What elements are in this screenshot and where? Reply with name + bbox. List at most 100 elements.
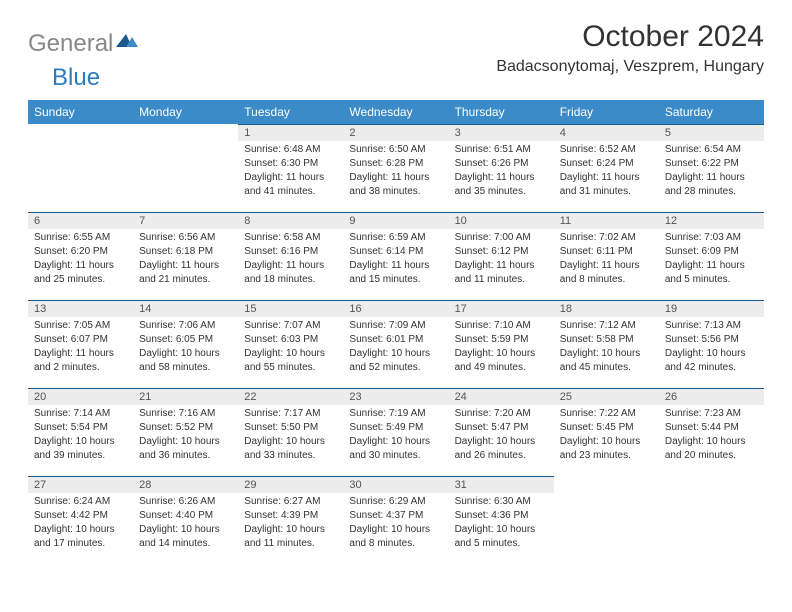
day-content: Sunrise: 7:02 AMSunset: 6:11 PMDaylight:… — [554, 229, 659, 289]
logo-triangle-icon — [116, 31, 138, 52]
sunrise-text: Sunrise: 7:05 AM — [34, 319, 127, 333]
weekday-header: Sunday — [28, 100, 133, 124]
daylight-text: Daylight: 11 hours — [34, 259, 127, 273]
day-number: 15 — [238, 300, 343, 317]
day-content: Sunrise: 7:07 AMSunset: 6:03 PMDaylight:… — [238, 317, 343, 377]
sunrise-text: Sunrise: 7:12 AM — [560, 319, 653, 333]
calendar-day-cell: 22Sunrise: 7:17 AMSunset: 5:50 PMDayligh… — [238, 388, 343, 476]
day-content: Sunrise: 7:13 AMSunset: 5:56 PMDaylight:… — [659, 317, 764, 377]
daylight-text: Daylight: 10 hours — [244, 523, 337, 537]
sunrise-text: Sunrise: 6:29 AM — [349, 495, 442, 509]
calendar-header-row: Sunday Monday Tuesday Wednesday Thursday… — [28, 100, 764, 124]
sunset-text: Sunset: 5:54 PM — [34, 421, 127, 435]
daylight-text-2: and 2 minutes. — [34, 361, 127, 375]
day-content: Sunrise: 6:59 AMSunset: 6:14 PMDaylight:… — [343, 229, 448, 289]
daylight-text: Daylight: 10 hours — [455, 523, 548, 537]
day-number: 25 — [554, 388, 659, 405]
daylight-text: Daylight: 11 hours — [34, 347, 127, 361]
weekday-header: Tuesday — [238, 100, 343, 124]
sunset-text: Sunset: 5:59 PM — [455, 333, 548, 347]
daylight-text: Daylight: 11 hours — [560, 259, 653, 273]
sunrise-text: Sunrise: 6:50 AM — [349, 143, 442, 157]
day-number: 13 — [28, 300, 133, 317]
daylight-text-2: and 26 minutes. — [455, 449, 548, 463]
daylight-text: Daylight: 11 hours — [244, 259, 337, 273]
sunrise-text: Sunrise: 7:07 AM — [244, 319, 337, 333]
day-content: Sunrise: 6:29 AMSunset: 4:37 PMDaylight:… — [343, 493, 448, 553]
daylight-text-2: and 25 minutes. — [34, 273, 127, 287]
day-number: 17 — [449, 300, 554, 317]
day-content: Sunrise: 7:03 AMSunset: 6:09 PMDaylight:… — [659, 229, 764, 289]
calendar-day-cell: 25Sunrise: 7:22 AMSunset: 5:45 PMDayligh… — [554, 388, 659, 476]
calendar-page: General October 2024 Badacsonytomaj, Ves… — [0, 0, 792, 584]
day-content: Sunrise: 7:16 AMSunset: 5:52 PMDaylight:… — [133, 405, 238, 465]
sunrise-text: Sunrise: 7:02 AM — [560, 231, 653, 245]
daylight-text: Daylight: 10 hours — [560, 435, 653, 449]
calendar-body: 1Sunrise: 6:48 AMSunset: 6:30 PMDaylight… — [28, 124, 764, 564]
sunset-text: Sunset: 5:49 PM — [349, 421, 442, 435]
day-content: Sunrise: 7:06 AMSunset: 6:05 PMDaylight:… — [133, 317, 238, 377]
daylight-text: Daylight: 11 hours — [560, 171, 653, 185]
daylight-text: Daylight: 10 hours — [349, 523, 442, 537]
daylight-text-2: and 55 minutes. — [244, 361, 337, 375]
sunrise-text: Sunrise: 6:26 AM — [139, 495, 232, 509]
sunset-text: Sunset: 4:36 PM — [455, 509, 548, 523]
sunset-text: Sunset: 6:01 PM — [349, 333, 442, 347]
sunset-text: Sunset: 4:42 PM — [34, 509, 127, 523]
sunrise-text: Sunrise: 7:19 AM — [349, 407, 442, 421]
day-content: Sunrise: 6:55 AMSunset: 6:20 PMDaylight:… — [28, 229, 133, 289]
day-number: 27 — [28, 476, 133, 493]
day-number: 9 — [343, 212, 448, 229]
sunset-text: Sunset: 4:39 PM — [244, 509, 337, 523]
calendar-week-row: 6Sunrise: 6:55 AMSunset: 6:20 PMDaylight… — [28, 212, 764, 300]
day-content: Sunrise: 6:26 AMSunset: 4:40 PMDaylight:… — [133, 493, 238, 553]
day-content: Sunrise: 7:23 AMSunset: 5:44 PMDaylight:… — [659, 405, 764, 465]
calendar-day-cell: 30Sunrise: 6:29 AMSunset: 4:37 PMDayligh… — [343, 476, 448, 564]
sunrise-text: Sunrise: 7:03 AM — [665, 231, 758, 245]
day-content: Sunrise: 6:50 AMSunset: 6:28 PMDaylight:… — [343, 141, 448, 201]
sunset-text: Sunset: 6:11 PM — [560, 245, 653, 259]
sunrise-text: Sunrise: 7:16 AM — [139, 407, 232, 421]
logo-word2: Blue — [52, 64, 100, 92]
daylight-text: Daylight: 10 hours — [34, 435, 127, 449]
day-content: Sunrise: 6:56 AMSunset: 6:18 PMDaylight:… — [133, 229, 238, 289]
sunrise-text: Sunrise: 6:30 AM — [455, 495, 548, 509]
calendar-day-cell: 14Sunrise: 7:06 AMSunset: 6:05 PMDayligh… — [133, 300, 238, 388]
daylight-text-2: and 49 minutes. — [455, 361, 548, 375]
daylight-text: Daylight: 10 hours — [560, 347, 653, 361]
day-number: 29 — [238, 476, 343, 493]
day-number: 7 — [133, 212, 238, 229]
calendar-day-cell — [133, 124, 238, 212]
sunset-text: Sunset: 6:30 PM — [244, 157, 337, 171]
day-number: 8 — [238, 212, 343, 229]
sunset-text: Sunset: 6:28 PM — [349, 157, 442, 171]
sunset-text: Sunset: 6:14 PM — [349, 245, 442, 259]
calendar-day-cell: 9Sunrise: 6:59 AMSunset: 6:14 PMDaylight… — [343, 212, 448, 300]
daylight-text-2: and 15 minutes. — [349, 273, 442, 287]
sunset-text: Sunset: 5:58 PM — [560, 333, 653, 347]
weekday-header: Thursday — [449, 100, 554, 124]
day-number: 24 — [449, 388, 554, 405]
location-text: Badacsonytomaj, Veszprem, Hungary — [496, 58, 764, 76]
day-content: Sunrise: 7:14 AMSunset: 5:54 PMDaylight:… — [28, 405, 133, 465]
calendar-day-cell: 31Sunrise: 6:30 AMSunset: 4:36 PMDayligh… — [449, 476, 554, 564]
sunrise-text: Sunrise: 6:59 AM — [349, 231, 442, 245]
daylight-text-2: and 14 minutes. — [139, 537, 232, 551]
sunset-text: Sunset: 6:16 PM — [244, 245, 337, 259]
daylight-text: Daylight: 10 hours — [244, 435, 337, 449]
day-number: 2 — [343, 124, 448, 141]
sunset-text: Sunset: 6:18 PM — [139, 245, 232, 259]
day-content: Sunrise: 6:48 AMSunset: 6:30 PMDaylight:… — [238, 141, 343, 201]
sunrise-text: Sunrise: 7:13 AM — [665, 319, 758, 333]
sunrise-text: Sunrise: 7:10 AM — [455, 319, 548, 333]
sunrise-text: Sunrise: 6:48 AM — [244, 143, 337, 157]
calendar-day-cell: 2Sunrise: 6:50 AMSunset: 6:28 PMDaylight… — [343, 124, 448, 212]
daylight-text-2: and 52 minutes. — [349, 361, 442, 375]
calendar-day-cell: 17Sunrise: 7:10 AMSunset: 5:59 PMDayligh… — [449, 300, 554, 388]
day-number: 18 — [554, 300, 659, 317]
calendar-day-cell: 3Sunrise: 6:51 AMSunset: 6:26 PMDaylight… — [449, 124, 554, 212]
calendar-week-row: 13Sunrise: 7:05 AMSunset: 6:07 PMDayligh… — [28, 300, 764, 388]
calendar-day-cell: 10Sunrise: 7:00 AMSunset: 6:12 PMDayligh… — [449, 212, 554, 300]
sunset-text: Sunset: 5:52 PM — [139, 421, 232, 435]
day-content: Sunrise: 6:30 AMSunset: 4:36 PMDaylight:… — [449, 493, 554, 553]
